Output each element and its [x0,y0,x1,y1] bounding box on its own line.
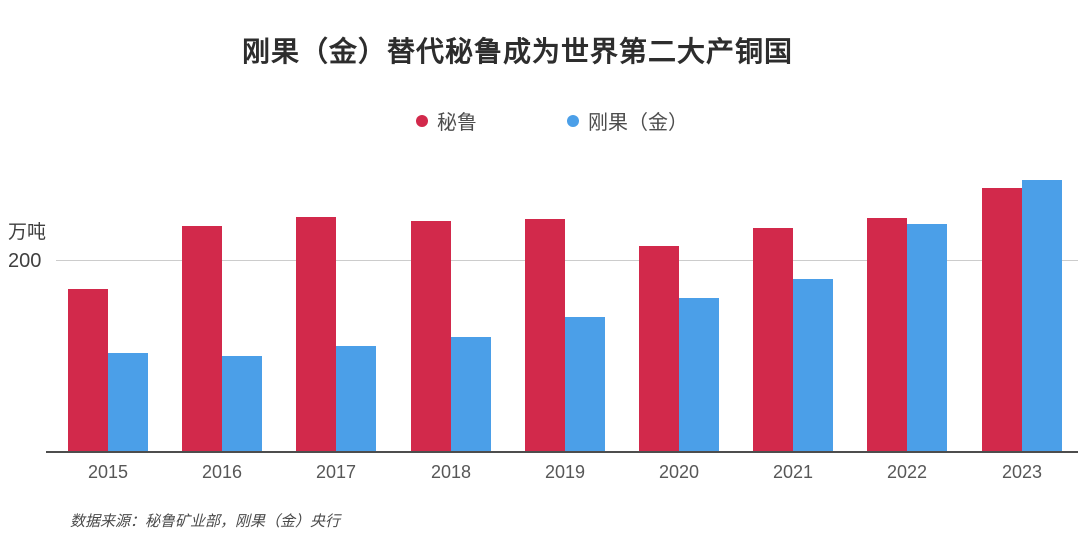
bar-congo-2023 [1022,180,1062,452]
gridline-200 [56,260,1078,261]
bar-congo-2015 [108,353,148,452]
source-note: 数据来源：秘鲁矿业部，刚果（金）央行 [70,514,341,530]
x-axis-label-2017: 2017 [315,462,357,482]
bar-peru-2023 [982,188,1022,452]
bar-peru-2018 [411,221,451,452]
x-axis-label-2015: 2015 [87,462,129,482]
x-axis-label-2021: 2021 [772,462,814,482]
legend-item-congo: 刚果（金） [567,106,688,135]
legend-label-congo: 刚果（金） [588,112,688,134]
legend-item-peru: 秘鲁 [416,106,477,135]
x-axis-label-2019: 2019 [544,462,586,482]
bar-congo-2018 [451,337,491,452]
x-axis-label-2023: 2023 [1001,462,1043,482]
bar-congo-2021 [793,279,833,452]
bar-peru-2020 [639,246,679,452]
bar-peru-2019 [525,219,565,452]
x-axis-label-2018: 2018 [430,462,472,482]
bar-peru-2021 [753,228,793,452]
x-axis-label-2016: 2016 [201,462,243,482]
bar-peru-2022 [867,218,907,452]
x-axis-line [46,451,1078,453]
x-axis-label-2020: 2020 [658,462,700,482]
bar-congo-2016 [222,356,262,452]
x-axis-label-2022: 2022 [886,462,928,482]
bar-congo-2022 [907,224,947,452]
bar-peru-2017 [296,217,336,452]
legend: 秘鲁 刚果（金） [416,106,688,135]
legend-dot-congo-icon [567,114,579,127]
chart-title: 刚果（金）替代秘鲁成为世界第二大产铜国 [242,36,794,67]
bar-congo-2019 [565,317,605,452]
legend-label-peru: 秘鲁 [437,112,477,134]
bar-peru-2016 [182,226,222,452]
bar-congo-2020 [679,298,719,452]
y-axis-unit-label: 万吨 [8,222,47,243]
legend-dot-peru-icon [416,114,428,127]
bar-peru-2015 [68,289,108,452]
y-axis-tick-200: 200 [8,250,42,272]
bar-congo-2017 [336,346,376,452]
